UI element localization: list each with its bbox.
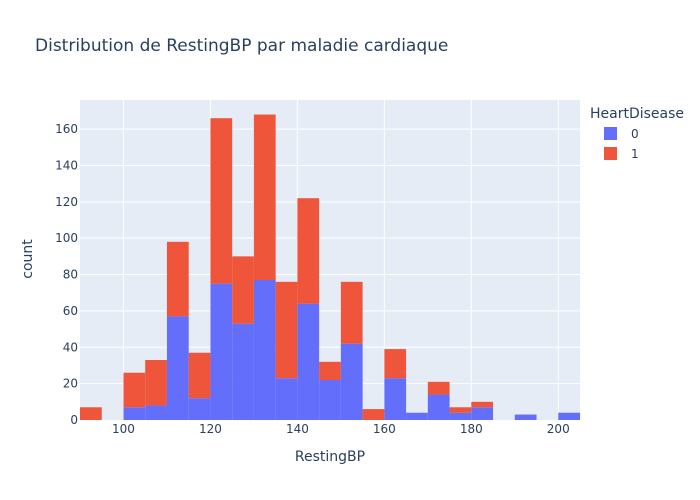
- bar-heartdisease-0[interactable]: [232, 323, 254, 420]
- bar-heartdisease-1[interactable]: [471, 401, 494, 408]
- bar-heartdisease-0[interactable]: [297, 303, 320, 420]
- y-tick-labels: 0 20 40 60 80 100 120 140 160: [55, 122, 78, 427]
- legend-swatch-1[interactable]: [604, 147, 617, 160]
- bar-heartdisease-0[interactable]: [319, 380, 341, 420]
- y-tick-label: 120: [55, 195, 78, 209]
- bars: [80, 114, 580, 420]
- y-tick-label: 100: [55, 231, 78, 245]
- bar-heartdisease-0[interactable]: [275, 378, 298, 420]
- bar-heartdisease-1[interactable]: [340, 281, 363, 344]
- x-axis-title: RestingBP: [295, 449, 365, 465]
- y-tick-label: 0: [70, 413, 78, 427]
- bar-heartdisease-1[interactable]: [275, 281, 298, 379]
- legend-label-0[interactable]: 0: [631, 127, 639, 141]
- bar-heartdisease-1[interactable]: [80, 407, 102, 420]
- legend[interactable]: HeartDisease 0 1: [590, 106, 684, 161]
- bar-heartdisease-0[interactable]: [427, 394, 450, 420]
- x-tick-label: 100: [112, 422, 135, 436]
- bar-heartdisease-0[interactable]: [340, 343, 363, 420]
- bar-heartdisease-1[interactable]: [188, 352, 211, 399]
- x-tick-label: 200: [547, 422, 570, 436]
- x-tick-labels: 100 120 140 160 180 200: [112, 422, 570, 436]
- bar-heartdisease-1[interactable]: [384, 349, 407, 379]
- bar-heartdisease-1[interactable]: [362, 409, 385, 420]
- bar-heartdisease-0[interactable]: [210, 283, 233, 420]
- chart-title: Distribution de RestingBP par maladie ca…: [35, 36, 448, 56]
- bar-heartdisease-0[interactable]: [384, 378, 407, 420]
- bar-heartdisease-1[interactable]: [253, 114, 276, 280]
- bar-heartdisease-1[interactable]: [123, 372, 146, 408]
- bar-heartdisease-0[interactable]: [253, 280, 276, 420]
- bar-heartdisease-0[interactable]: [166, 316, 189, 420]
- bar-heartdisease-0[interactable]: [449, 412, 472, 420]
- y-tick-label: 140: [55, 158, 78, 172]
- bar-heartdisease-0[interactable]: [514, 414, 537, 420]
- y-tick-label: 160: [55, 122, 78, 136]
- y-tick-label: 20: [63, 377, 78, 391]
- x-tick-label: 180: [460, 422, 483, 436]
- x-tick-label: 140: [286, 422, 309, 436]
- y-axis-title: count: [20, 239, 36, 279]
- bar-heartdisease-1[interactable]: [427, 381, 450, 395]
- y-tick-label: 60: [63, 304, 78, 318]
- bar-heartdisease-1[interactable]: [449, 407, 472, 413]
- bar-heartdisease-0[interactable]: [145, 405, 167, 420]
- bar-heartdisease-1[interactable]: [166, 241, 189, 317]
- y-tick-label: 80: [63, 268, 78, 282]
- bar-heartdisease-0[interactable]: [471, 407, 494, 420]
- x-tick-label: 160: [373, 422, 396, 436]
- bar-heartdisease-0[interactable]: [406, 412, 428, 420]
- bar-heartdisease-1[interactable]: [297, 198, 320, 304]
- bar-heartdisease-1[interactable]: [232, 256, 254, 324]
- legend-swatch-0[interactable]: [604, 127, 617, 140]
- bar-heartdisease-0[interactable]: [123, 407, 146, 420]
- legend-title: HeartDisease: [590, 106, 684, 122]
- x-tick-label: 120: [199, 422, 222, 436]
- bar-heartdisease-1[interactable]: [145, 360, 167, 406]
- bar-heartdisease-0[interactable]: [558, 412, 580, 420]
- y-tick-label: 40: [63, 340, 78, 354]
- legend-label-1[interactable]: 1: [631, 147, 639, 161]
- bar-heartdisease-0[interactable]: [188, 398, 211, 420]
- bar-heartdisease-1[interactable]: [210, 118, 233, 284]
- bar-heartdisease-1[interactable]: [319, 361, 341, 380]
